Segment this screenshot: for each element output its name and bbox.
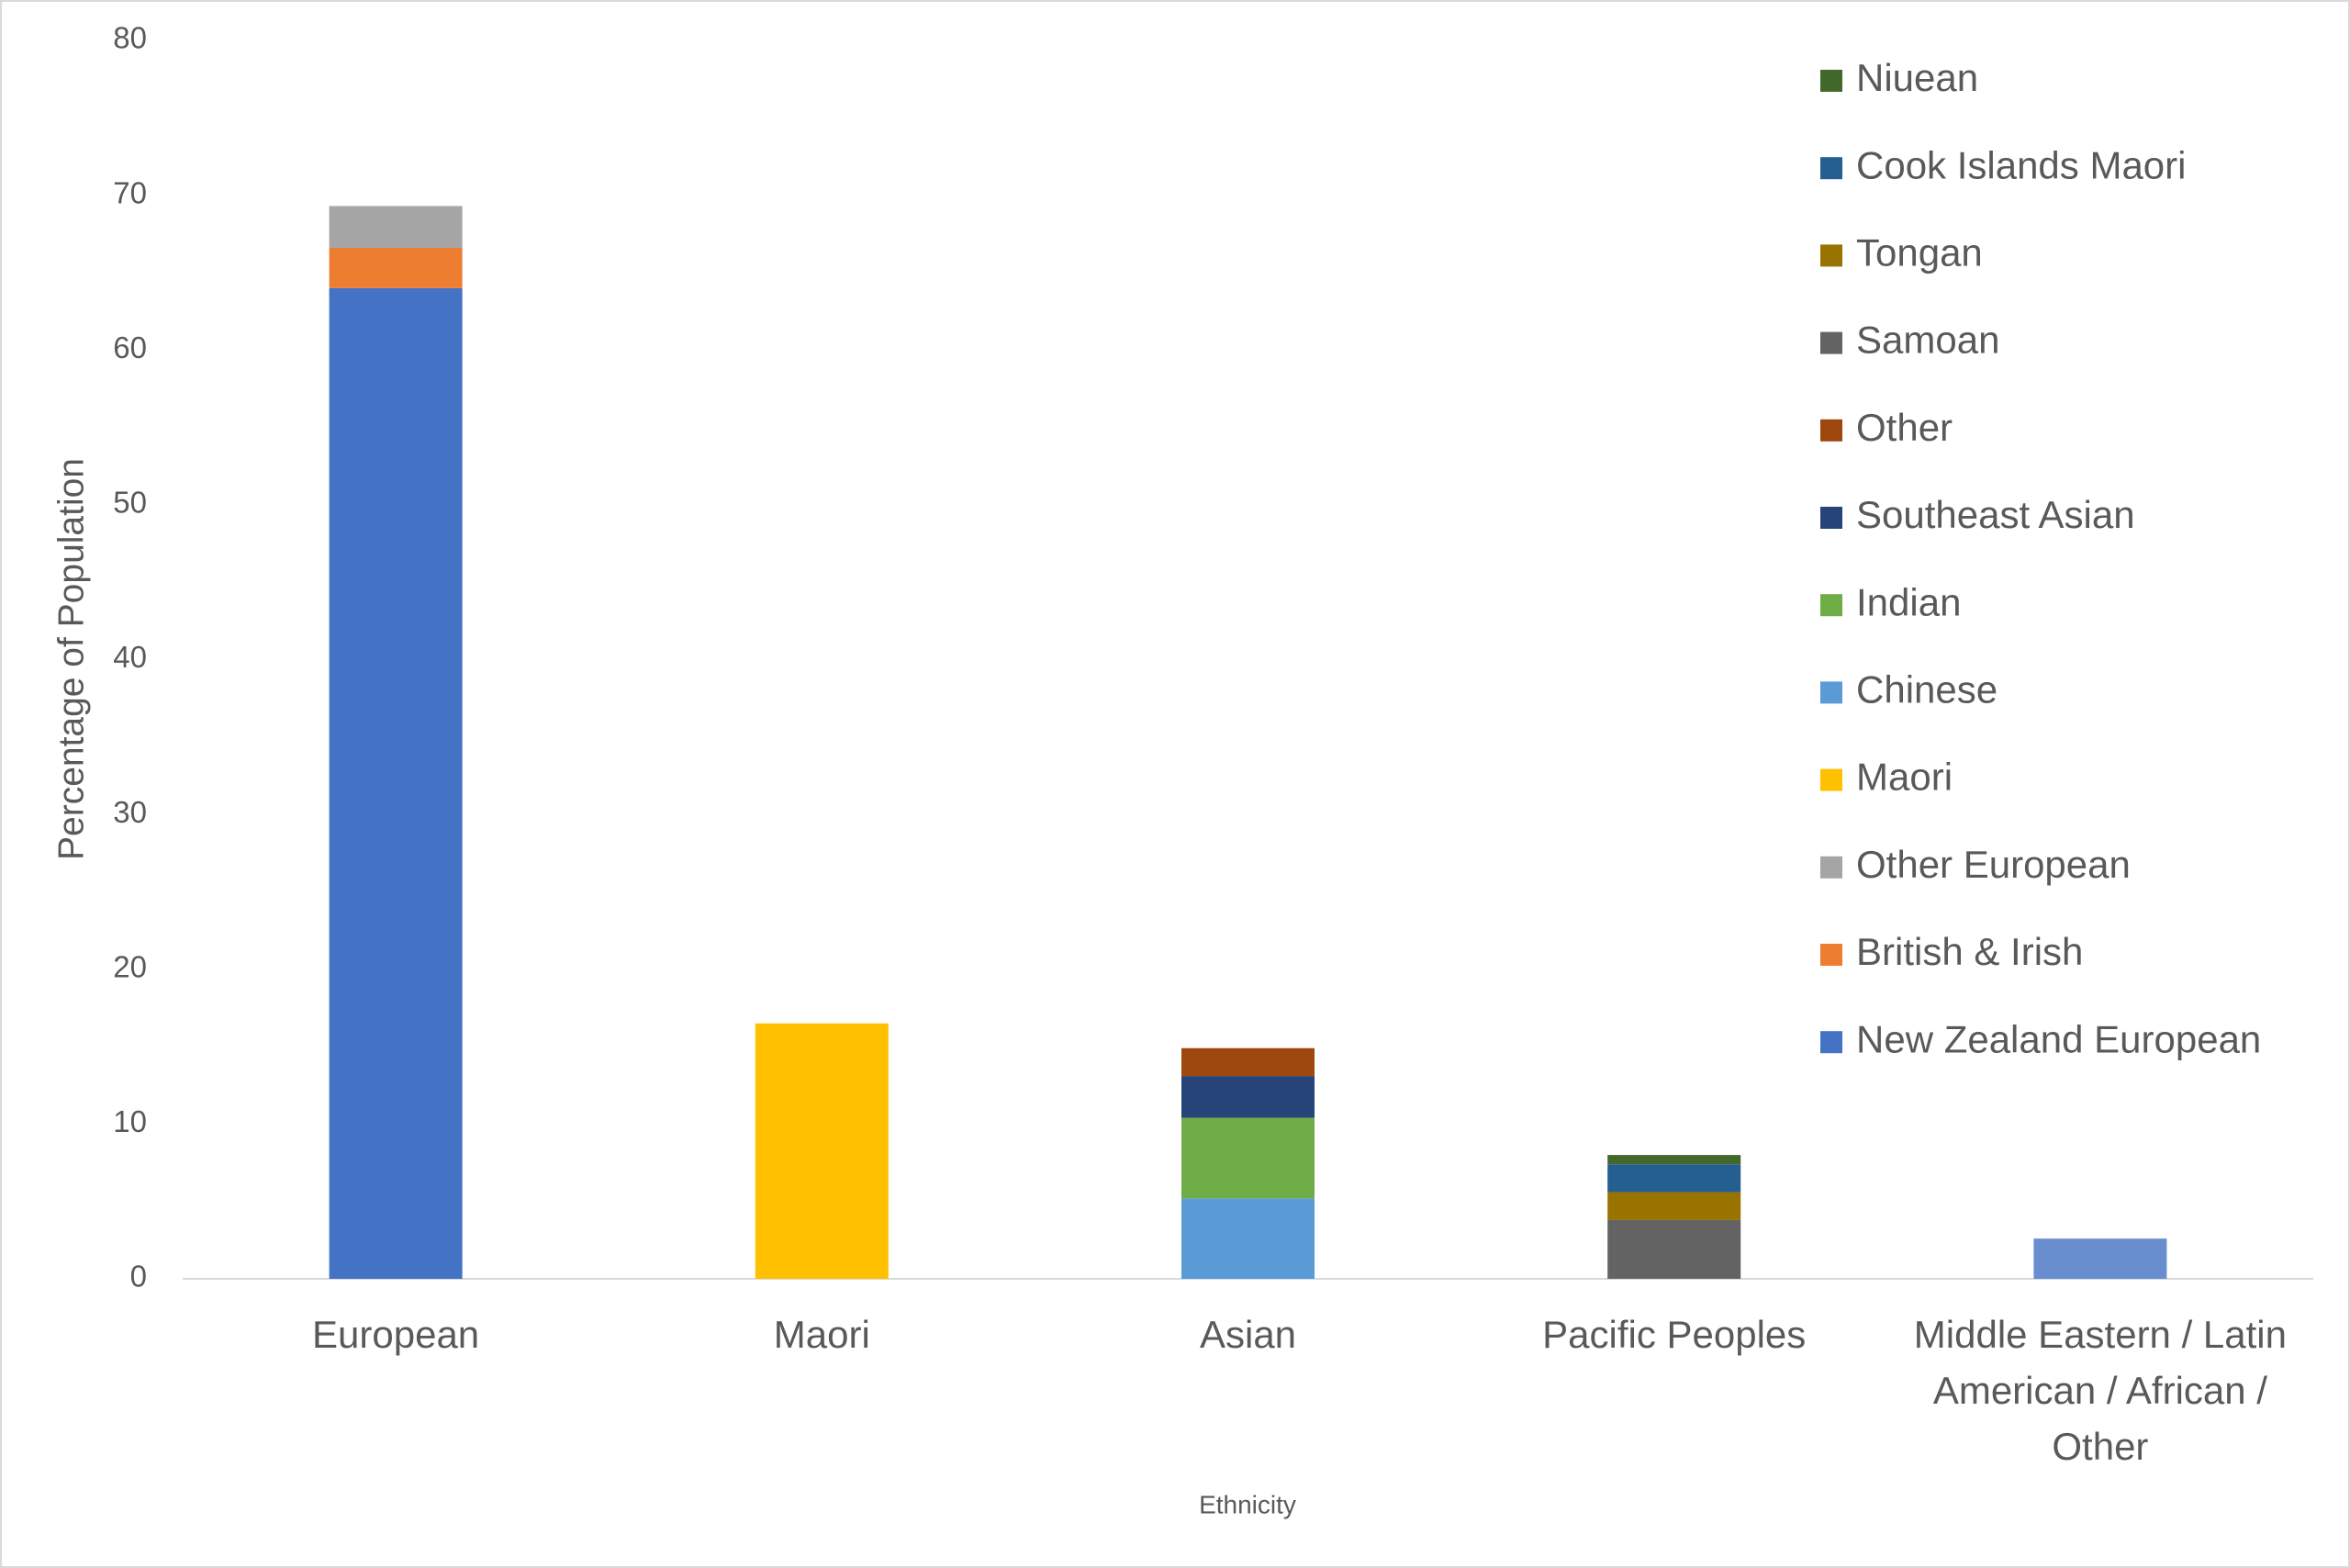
legend-swatch — [1820, 594, 1842, 617]
legend-label: Other European — [1856, 843, 2131, 886]
x-tick-label: Maori — [774, 1313, 870, 1356]
bar-segment — [1181, 1047, 1315, 1077]
y-tick-label: 0 — [130, 1260, 147, 1294]
y-tick-label: 60 — [113, 330, 147, 364]
x-tick-label: Asian — [1200, 1313, 1296, 1356]
legend-swatch — [1820, 768, 1842, 791]
legend-swatch — [1820, 507, 1842, 529]
legend-label: Indian — [1856, 580, 1961, 623]
legend-swatch — [1820, 681, 1842, 704]
bar-segment — [329, 206, 463, 248]
bar-segment — [1181, 1198, 1315, 1279]
legend-swatch — [1820, 1031, 1842, 1054]
legend-swatch — [1820, 331, 1842, 354]
x-tick-label: Pacific Peoples — [1542, 1313, 1806, 1356]
legend-label: Maori — [1856, 756, 1953, 799]
bar-segment — [329, 287, 463, 1279]
legend-label: New Zealand European — [1856, 1017, 2261, 1060]
legend-swatch — [1820, 856, 1842, 879]
legend-label: Niuean — [1856, 56, 1978, 99]
bar-segment — [1607, 1164, 1741, 1193]
bar-segment — [1181, 1117, 1315, 1199]
y-tick-label: 10 — [113, 1104, 147, 1138]
y-tick-label: 30 — [113, 795, 147, 829]
x-tick-label: Middle Eastern / Latin American / African… — [1914, 1313, 2287, 1468]
y-tick-label: 70 — [113, 175, 147, 209]
x-axis-title: Ethnicity — [1199, 1490, 1296, 1518]
y-tick-label: 50 — [113, 486, 147, 520]
bar-segment — [755, 1023, 889, 1279]
x-tick-label: European — [312, 1313, 479, 1356]
legend-swatch — [1820, 157, 1842, 180]
bar-segment — [2033, 1238, 2167, 1279]
bar-segment — [1607, 1192, 1741, 1220]
bar-segment — [1181, 1076, 1315, 1118]
legend-label: Other — [1856, 406, 1953, 449]
legend-label: Cook Islands Maori — [1856, 143, 2186, 186]
legend-swatch — [1820, 944, 1842, 966]
y-tick-label: 80 — [113, 21, 147, 55]
legend-swatch — [1820, 419, 1842, 442]
legend-swatch — [1820, 70, 1842, 92]
legend-label: Tongan — [1856, 230, 1983, 274]
legend-label: British & Irish — [1856, 930, 2083, 973]
bar-segment — [329, 247, 463, 288]
legend-label: Chinese — [1856, 667, 1998, 711]
bar-segment — [1607, 1155, 1741, 1165]
y-tick-label: 20 — [113, 949, 147, 983]
y-tick-label: 40 — [113, 640, 147, 674]
legend-swatch — [1820, 244, 1842, 267]
legend-label: Southeast Asian — [1856, 493, 2135, 536]
y-axis-title: Percentage of Population — [51, 458, 91, 860]
legend-label: Samoan — [1856, 319, 1999, 362]
bar-segment — [1607, 1219, 1741, 1279]
